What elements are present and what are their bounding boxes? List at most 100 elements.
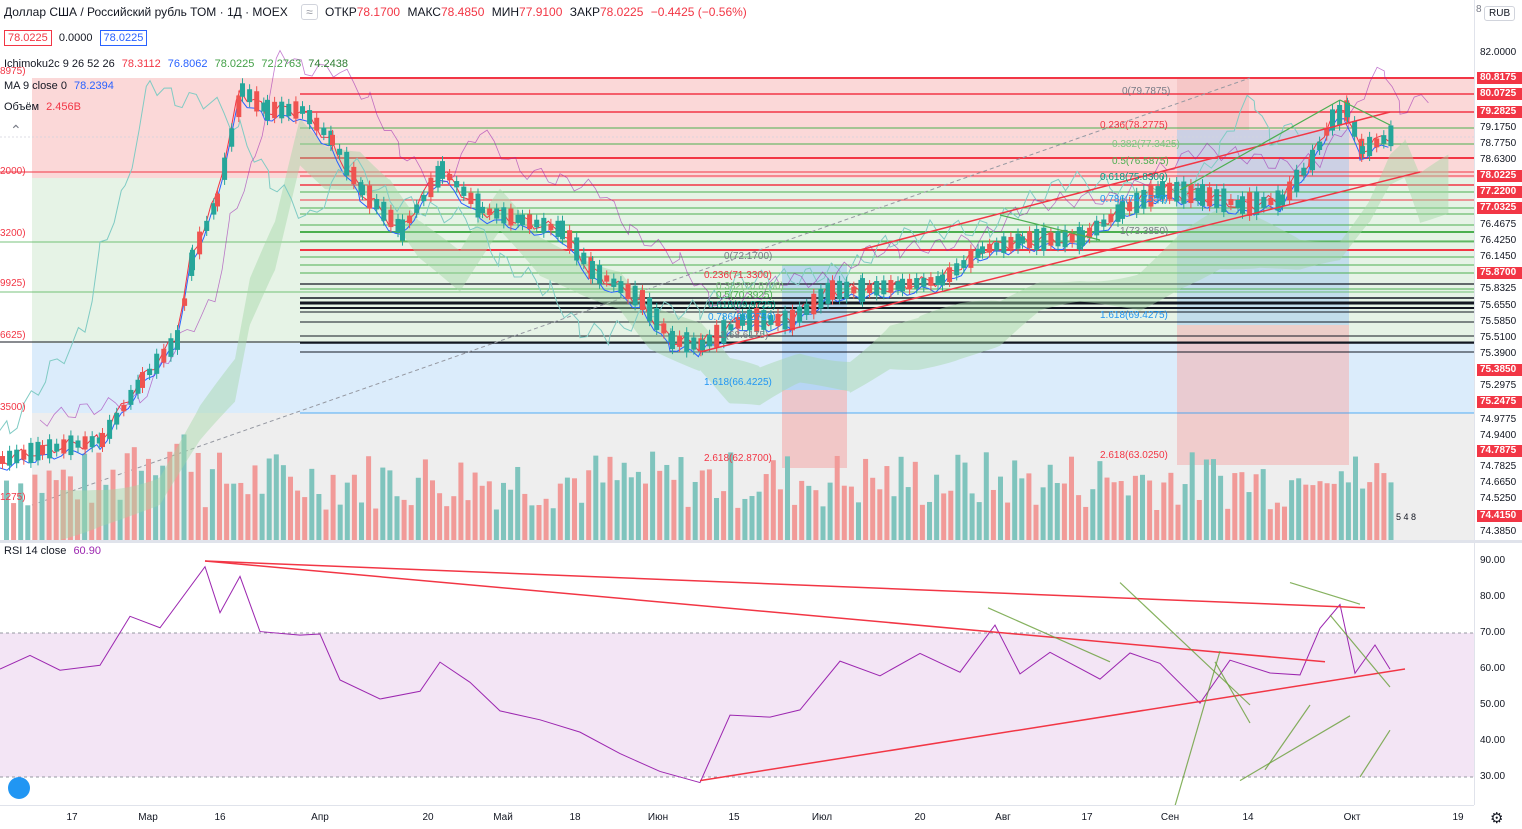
candle-body [1188, 184, 1194, 204]
volume-bar [373, 508, 379, 540]
candle-body [494, 208, 500, 219]
rsi-pane[interactable] [0, 543, 1474, 805]
candle-body [534, 219, 540, 228]
price-axis-label: 75.8325 [1480, 283, 1517, 294]
currency-button[interactable]: RUB [1484, 6, 1516, 21]
volume-bar [827, 482, 833, 540]
volume-bar [1047, 464, 1053, 540]
collapse-legend-icon[interactable]: ⌃ [10, 122, 22, 138]
price-chart-canvas[interactable] [0, 0, 1474, 540]
fib-zone-red-2 [1177, 325, 1349, 465]
fib-level-label: 0.382(77.3425) [1112, 139, 1180, 150]
candle-body [388, 209, 394, 228]
fib-level-label: 0.5(70.3925) [716, 290, 773, 301]
symbol-title-row: Доллар США / Российский рубль ТОМ · 1Д ·… [4, 4, 751, 20]
pane-separator[interactable] [0, 540, 1522, 543]
candle-body [454, 181, 460, 188]
volume-bar [288, 476, 293, 540]
volume-bar [522, 493, 528, 540]
candle-body [647, 297, 653, 322]
candle-body [914, 278, 920, 289]
rsi-axis[interactable]: 90.00 80.00 70.00 60.00 50.00 40.00 30.00 [1474, 543, 1522, 805]
price-axis-label: 75.5850 [1480, 316, 1517, 327]
volume-bar [259, 493, 265, 540]
volume-bar [728, 452, 734, 540]
volume-bar [1225, 508, 1231, 540]
volume-bar [1203, 459, 1209, 540]
compare-icon[interactable]: ≈ [301, 4, 318, 20]
candle-body [597, 264, 603, 284]
fib-level-label: 0.618(75.8300) [1100, 172, 1168, 183]
price-chart-pane[interactable]: 0(79.7875) 0.236(78.2775) 0.382(77.3425) 0.… [0, 0, 1474, 540]
volume-bar [1189, 452, 1195, 540]
volume-bar [231, 483, 237, 540]
volume-bar [699, 470, 705, 540]
volume-bar [1012, 460, 1018, 540]
candle-body [1108, 213, 1114, 223]
time-axis-label: 19 [1452, 812, 1464, 823]
buy-button[interactable]: 78.0225 [99, 30, 148, 46]
candle-body [1062, 229, 1068, 248]
volume-bar [770, 460, 776, 540]
time-axis[interactable]: 17 Мар 16 Апр 20 Май 18 Июн 15 Июл 20 Авг 17 Сен 14 Окт… [0, 805, 1474, 829]
rsi-legend[interactable]: RSI 14 close 60.90 [4, 545, 105, 557]
fib-level-label: 1(73.3850) [1120, 226, 1169, 237]
ichimoku-v5: 74.2438 [308, 58, 349, 70]
left-level-label: 6625) [0, 330, 26, 341]
volume-bar [1111, 482, 1117, 540]
candle-body [581, 252, 587, 265]
candle-body [222, 157, 228, 180]
candle-body [560, 220, 565, 240]
candle-body [7, 450, 13, 466]
candle-body [980, 246, 985, 254]
volume-bar [614, 480, 620, 540]
price-axis-label: 75.2475 [1477, 396, 1522, 408]
candle-body [1134, 192, 1140, 213]
candle-body [1160, 181, 1165, 199]
symbol-title[interactable]: Доллар США / Российский рубль ТОМ · 1Д ·… [4, 5, 288, 19]
tradingview-logo[interactable] [8, 777, 30, 799]
volume-bar [763, 474, 769, 540]
volume-legend[interactable]: Объём 2.456B [4, 101, 85, 113]
candle-body [677, 335, 683, 347]
candle-body [1287, 181, 1293, 200]
volume-bar [650, 451, 656, 540]
volume-bar [1338, 471, 1344, 540]
ma-legend[interactable]: MA 9 close 0 78.2394 [4, 80, 118, 92]
candle-body [895, 281, 901, 290]
rsi-value: 60.90 [73, 545, 101, 557]
sell-button[interactable]: 78.0225 [4, 30, 52, 46]
candle-body [1301, 167, 1307, 176]
candle-body [700, 339, 705, 351]
gear-icon[interactable]: ⚙ [1490, 810, 1504, 827]
volume-bar [309, 468, 315, 540]
candle-body [395, 218, 401, 233]
volume-bar [1331, 483, 1337, 540]
events-badge[interactable]: 5 4 8 [1396, 512, 1417, 522]
ma-value: 78.2394 [74, 80, 114, 92]
candle-body [236, 95, 242, 118]
volume-bar [1267, 509, 1273, 540]
ichimoku-legend[interactable]: Ichimoku2c 9 26 52 26 78.3112 76.8062 78… [4, 58, 352, 70]
rsi-trend-line [204, 560, 1366, 609]
rsi-axis-label: 60.00 [1480, 663, 1506, 674]
volume-bar [1246, 492, 1252, 540]
volume-bar [1104, 477, 1110, 540]
candle-body [527, 214, 533, 230]
candle-body [851, 286, 857, 294]
candle-body [1254, 191, 1260, 216]
candle-body [1120, 201, 1125, 219]
volume-bar [536, 505, 542, 540]
price-axis[interactable]: 82.0000 80.8175 80.0725 79.2825 79.1750 78.77… [1474, 0, 1522, 540]
candle-body [860, 278, 865, 302]
volume-bar [934, 474, 940, 540]
volume-bar [1083, 506, 1089, 540]
rsi-canvas[interactable] [0, 543, 1474, 805]
price-axis-label: 76.1450 [1480, 251, 1517, 262]
candle-body [1127, 201, 1133, 212]
fib-zone-blue-2 [1177, 130, 1349, 325]
volume-bar [25, 505, 31, 540]
volume-bar [195, 452, 201, 540]
price-axis-label: 75.2975 [1480, 380, 1517, 391]
candle-body [421, 194, 427, 202]
